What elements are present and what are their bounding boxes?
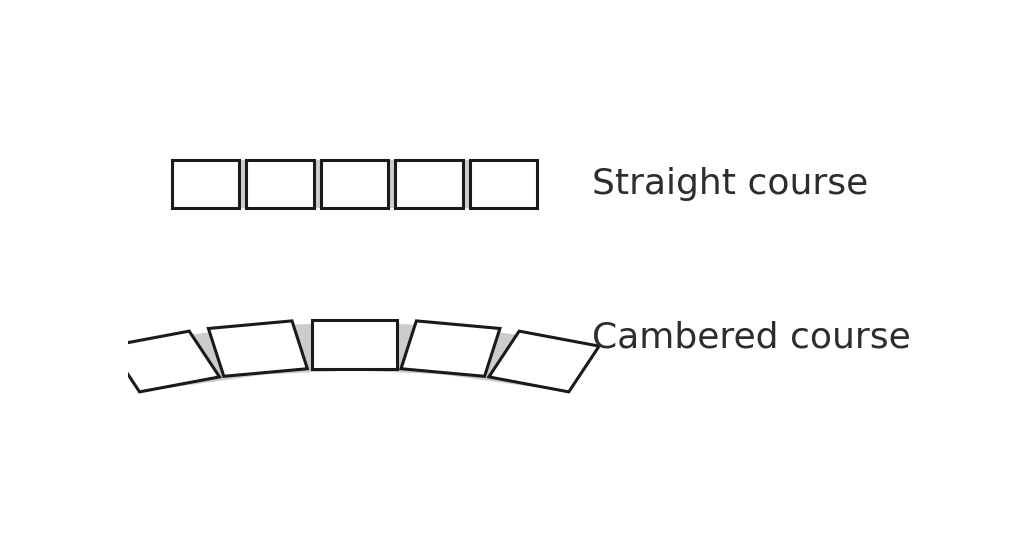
Polygon shape: [209, 320, 396, 376]
Text: Straight course: Straight course: [592, 167, 868, 201]
Polygon shape: [401, 321, 599, 392]
Polygon shape: [209, 321, 307, 376]
Polygon shape: [110, 331, 219, 392]
Polygon shape: [463, 159, 470, 208]
Polygon shape: [470, 159, 538, 208]
Polygon shape: [401, 321, 500, 376]
Polygon shape: [311, 320, 500, 376]
Polygon shape: [313, 159, 321, 208]
Polygon shape: [172, 159, 240, 208]
Polygon shape: [388, 159, 395, 208]
Polygon shape: [240, 159, 246, 208]
Polygon shape: [311, 320, 396, 368]
Polygon shape: [488, 331, 599, 392]
Polygon shape: [321, 159, 388, 208]
Polygon shape: [110, 321, 307, 392]
Text: Cambered course: Cambered course: [592, 321, 911, 355]
Polygon shape: [395, 159, 463, 208]
Polygon shape: [246, 159, 313, 208]
